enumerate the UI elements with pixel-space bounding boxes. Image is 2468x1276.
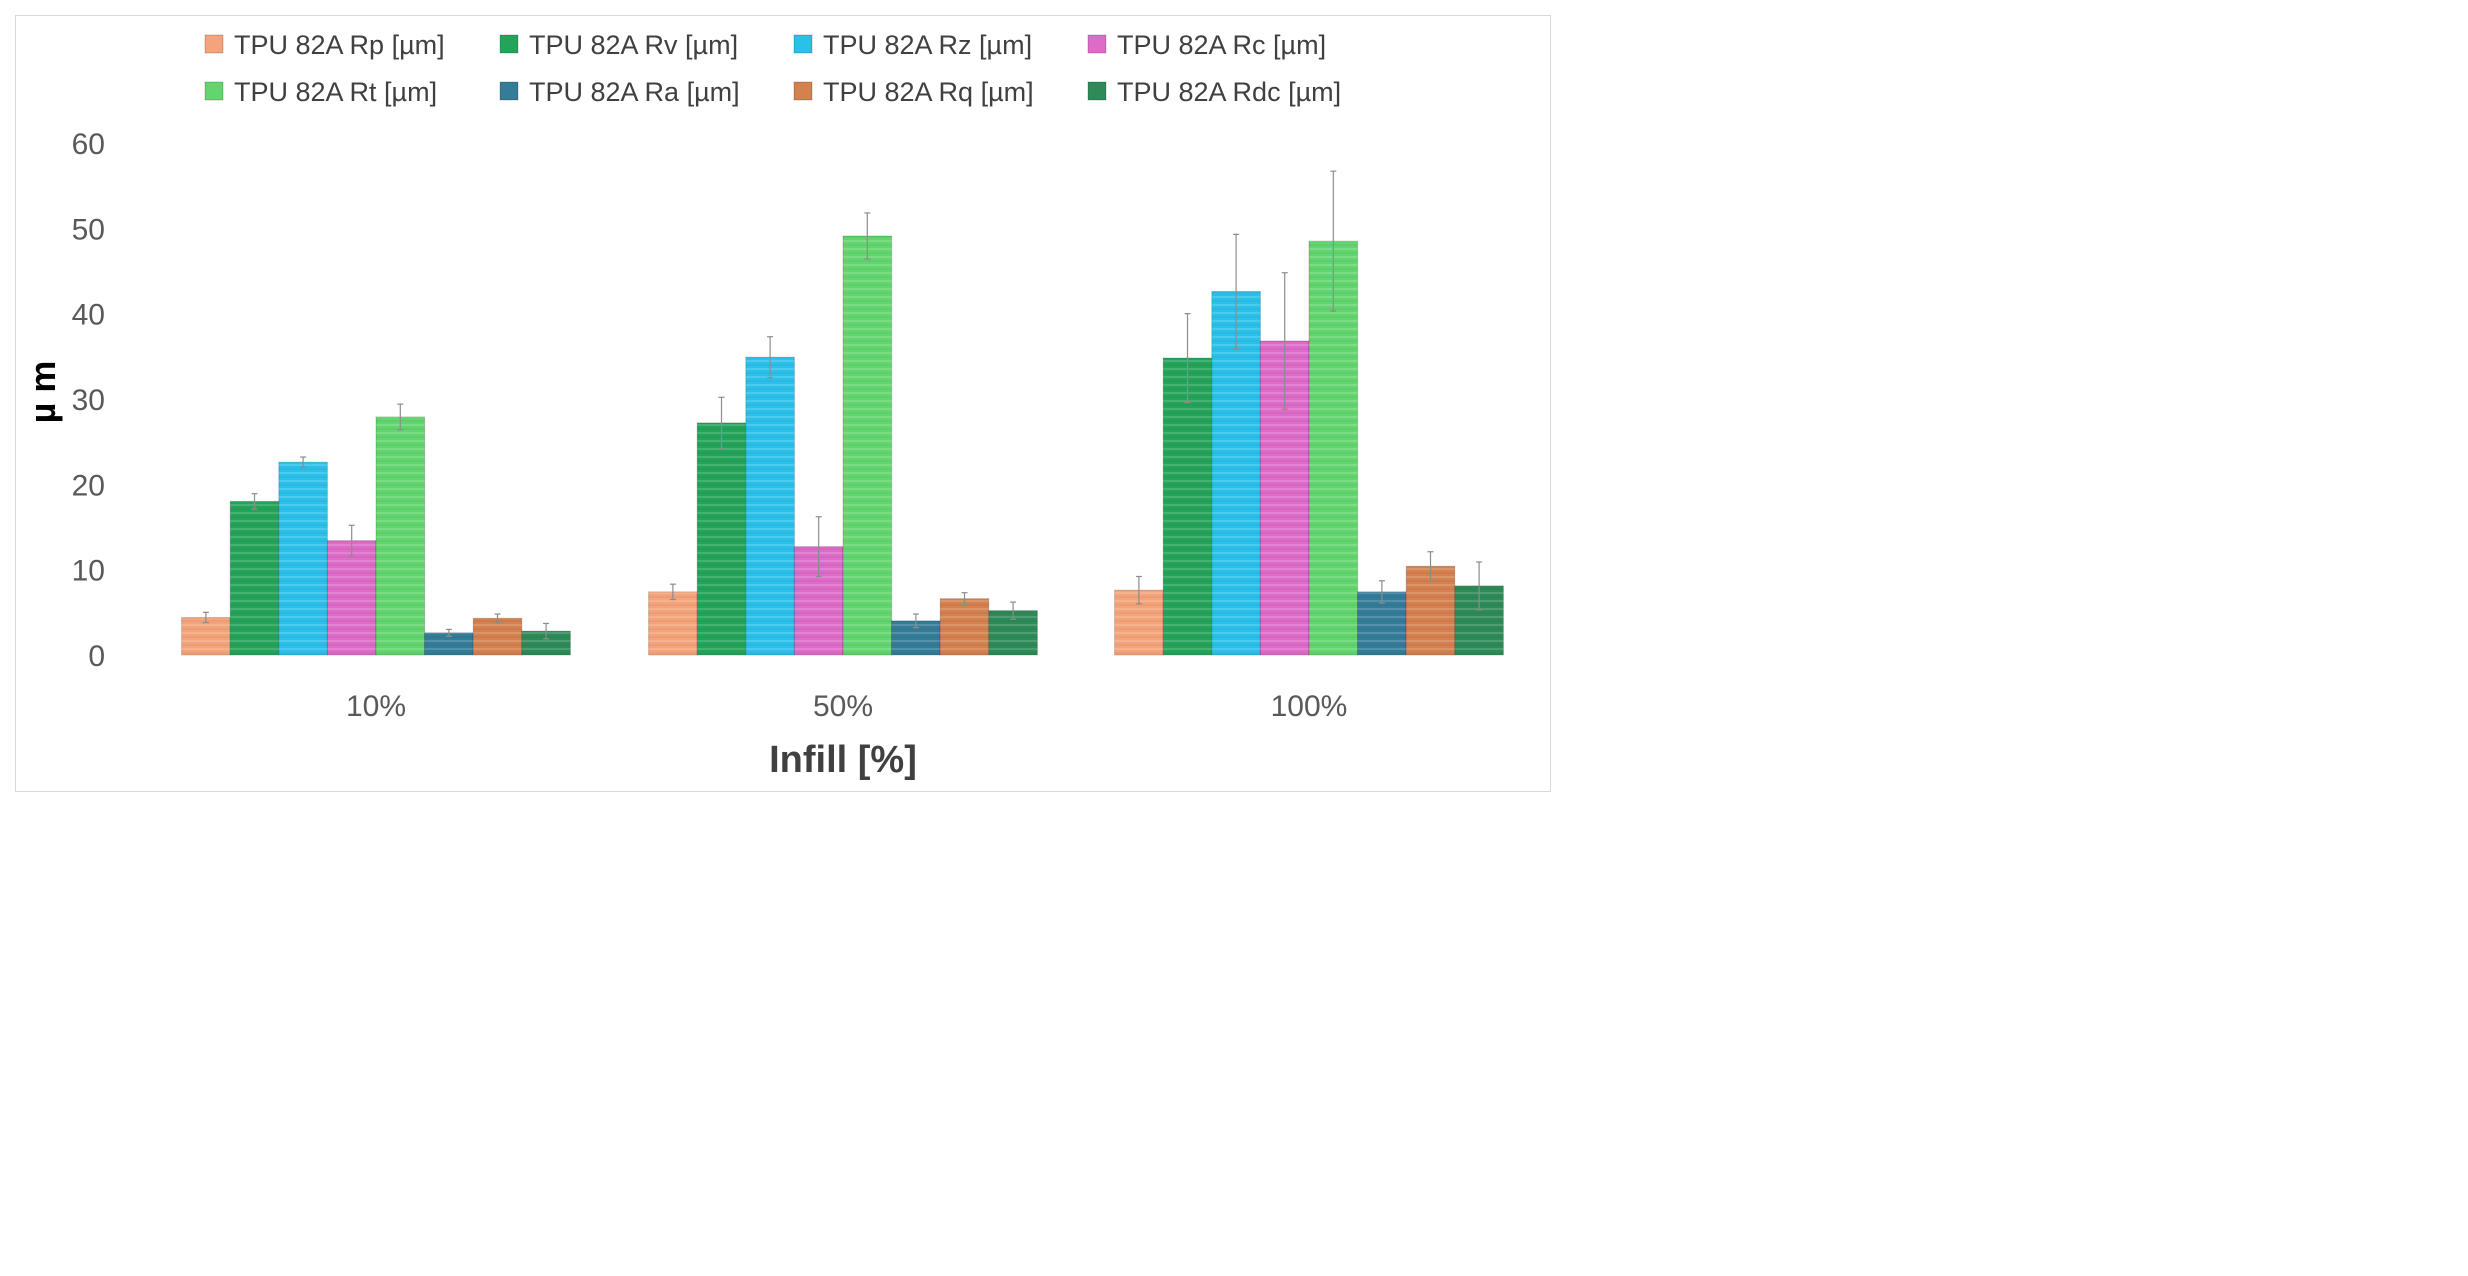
bar bbox=[181, 616, 231, 656]
y-axis: 0 10 20 30 40 50 60 bbox=[72, 128, 105, 673]
bar bbox=[648, 591, 698, 656]
error-bar bbox=[1233, 233, 1240, 350]
legend-label: TPU 82A Rc [µm] bbox=[1117, 30, 1326, 60]
legend-swatch bbox=[793, 34, 813, 54]
bar bbox=[696, 422, 747, 656]
bar-texture bbox=[230, 501, 279, 655]
bar bbox=[375, 416, 426, 656]
legend-label: TPU 82A Rt [µm] bbox=[234, 77, 437, 107]
legend-swatch bbox=[204, 34, 224, 54]
error-bar bbox=[300, 456, 307, 468]
legend-item: TPU 82A Rc [µm] bbox=[1087, 30, 1326, 60]
error-bar bbox=[864, 212, 871, 260]
error-bar bbox=[767, 336, 774, 379]
bar-texture bbox=[376, 416, 425, 655]
error-bar bbox=[348, 524, 355, 557]
x-category-label: 100% bbox=[1271, 690, 1348, 723]
bar-texture bbox=[1163, 358, 1212, 655]
legend-item: TPU 82A Rp [µm] bbox=[204, 30, 445, 60]
error-bar bbox=[1378, 580, 1385, 604]
error-bar bbox=[1010, 601, 1017, 620]
y-tick-label: 50 bbox=[72, 213, 105, 246]
bar bbox=[939, 598, 990, 656]
legend-item: TPU 82A Rv [µm] bbox=[499, 30, 738, 60]
error-bar bbox=[815, 516, 822, 578]
bar bbox=[988, 610, 1038, 656]
x-category-label: 10% bbox=[346, 690, 406, 723]
error-bar bbox=[1135, 575, 1142, 605]
error-bar bbox=[1427, 551, 1434, 582]
error-bar bbox=[912, 613, 919, 629]
bar bbox=[229, 500, 280, 656]
legend-label: TPU 82A Rp [µm] bbox=[234, 30, 445, 60]
legend-label: TPU 82A Rdc [µm] bbox=[1117, 77, 1341, 107]
x-category-label: 50% bbox=[813, 690, 873, 723]
y-tick-label: 40 bbox=[72, 299, 105, 332]
bar bbox=[891, 620, 941, 656]
error-bars-group bbox=[202, 170, 1483, 640]
bar bbox=[1211, 290, 1261, 656]
bar-texture bbox=[843, 236, 892, 655]
bar bbox=[326, 540, 377, 656]
bar-texture bbox=[940, 598, 989, 655]
legend-item: TPU 82A Rq [µm] bbox=[793, 77, 1034, 107]
legend-swatch bbox=[499, 81, 519, 101]
bar bbox=[472, 617, 523, 656]
legend: TPU 82A Rp [µm] TPU 82A Rv [µm] TPU 82A Rz… bbox=[204, 30, 1341, 107]
legend-label: TPU 82A Rq [µm] bbox=[823, 77, 1034, 107]
error-bar bbox=[1281, 272, 1288, 410]
error-bar bbox=[669, 583, 676, 601]
y-tick-label: 10 bbox=[72, 555, 105, 588]
bar-texture bbox=[327, 540, 376, 655]
legend-label: TPU 82A Rz [µm] bbox=[823, 30, 1032, 60]
y-tick-label: 30 bbox=[72, 384, 105, 417]
error-bar bbox=[961, 592, 968, 606]
bar-texture bbox=[181, 617, 231, 655]
error-bar bbox=[494, 613, 501, 624]
error-bar bbox=[1330, 170, 1337, 312]
error-bar bbox=[202, 611, 209, 624]
error-bar bbox=[543, 622, 550, 640]
bar-texture bbox=[1211, 291, 1261, 655]
x-axis-title: Infill [%] bbox=[769, 739, 917, 781]
bar bbox=[745, 356, 795, 656]
bar bbox=[278, 461, 328, 656]
bar-texture bbox=[278, 462, 328, 655]
legend-swatch bbox=[793, 81, 813, 101]
bar-texture bbox=[648, 591, 698, 655]
y-tick-label: 60 bbox=[72, 128, 105, 161]
bar bbox=[1162, 357, 1213, 656]
legend-swatch bbox=[499, 34, 519, 54]
error-bar bbox=[718, 396, 725, 450]
legend-swatch bbox=[1087, 34, 1107, 54]
legend-item: TPU 82A Rz [µm] bbox=[793, 30, 1032, 60]
error-bar bbox=[1184, 313, 1191, 404]
bars-group bbox=[181, 235, 1504, 656]
bar bbox=[842, 235, 893, 656]
legend-swatch bbox=[1087, 81, 1107, 101]
error-bar bbox=[251, 493, 258, 510]
legend-label: TPU 82A Ra [µm] bbox=[529, 77, 740, 107]
bar-chart: TPU 82A Rp [µm] TPU 82A Rv [µm] TPU 82A Rz… bbox=[22, 30, 1504, 781]
bar-texture bbox=[697, 422, 746, 655]
bar-texture bbox=[424, 632, 474, 655]
bar-texture bbox=[473, 618, 522, 655]
y-tick-label: 0 bbox=[88, 640, 105, 673]
legend-item: TPU 82A Rt [µm] bbox=[204, 77, 437, 107]
legend-swatch bbox=[204, 81, 224, 101]
bar-texture bbox=[745, 357, 795, 655]
error-bar bbox=[397, 403, 404, 431]
x-axis: 10% 50% 100% bbox=[346, 690, 1347, 723]
error-bar bbox=[1476, 561, 1483, 611]
bar bbox=[521, 630, 571, 656]
y-tick-label: 20 bbox=[72, 469, 105, 502]
y-axis-title: µ m bbox=[22, 361, 63, 424]
legend-item: TPU 82A Rdc [µm] bbox=[1087, 77, 1341, 107]
error-bar bbox=[445, 628, 452, 637]
legend-label: TPU 82A Rv [µm] bbox=[529, 30, 738, 60]
bar-texture bbox=[521, 631, 571, 655]
bar bbox=[424, 632, 474, 656]
legend-item: TPU 82A Ra [µm] bbox=[499, 77, 740, 107]
